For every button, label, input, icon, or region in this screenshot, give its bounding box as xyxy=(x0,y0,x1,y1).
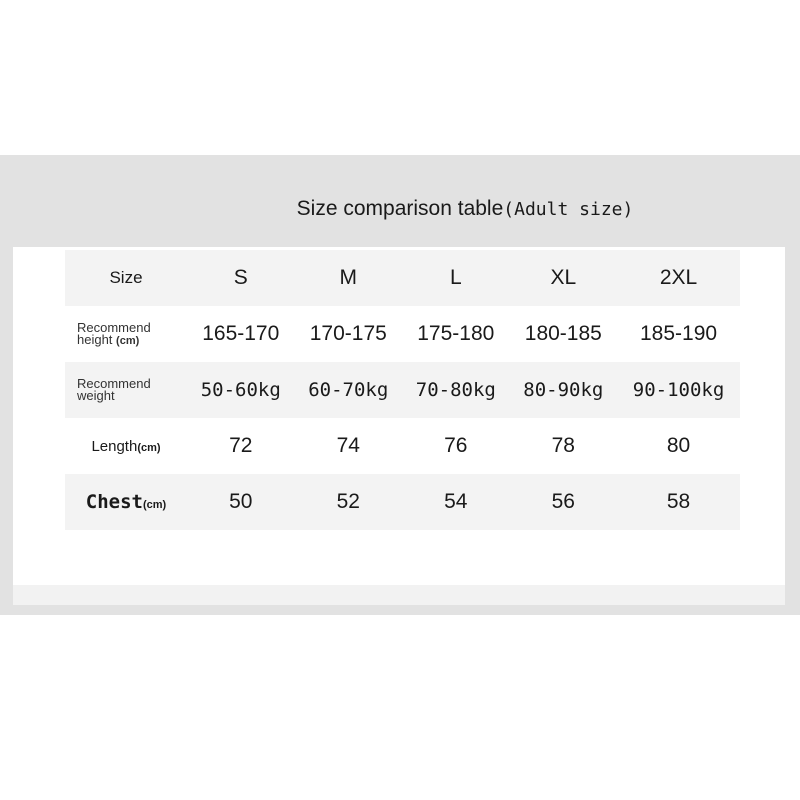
cell: 165-170 xyxy=(202,322,280,345)
size-2xl: 2XL xyxy=(659,266,698,289)
table-panel xyxy=(13,247,785,605)
row-label-line1: Recommend xyxy=(77,376,151,391)
header-label: Size xyxy=(109,268,143,287)
cell: 90-100kg xyxy=(632,379,725,401)
row-label-line2: weight xyxy=(77,388,115,403)
cell: 70-80kg xyxy=(415,379,496,401)
row-label-text: Chest xyxy=(85,491,143,513)
row-label: Length(cm) xyxy=(65,418,187,474)
cell: 185-190 xyxy=(639,322,718,345)
cell: 180-185 xyxy=(524,322,602,345)
title-subtitle: (Adult size) xyxy=(503,199,634,220)
table-row: Recommend height (cm) 165-170 170-175 175… xyxy=(65,306,740,362)
cell: 72 xyxy=(229,434,253,457)
table-row: Chest(cm) 50 52 54 56 58 xyxy=(65,474,740,530)
table-row: Recommend weight 50-60kg 60-70kg 70-80kg … xyxy=(65,362,740,418)
row-label-line2: height xyxy=(77,331,113,347)
table-row: Length(cm) 72 74 76 78 80 xyxy=(65,418,740,474)
row-label-line1: Recommend xyxy=(77,319,151,335)
panel-footer xyxy=(13,585,785,605)
unit: (cm) xyxy=(137,441,161,454)
cell: 54 xyxy=(444,490,468,513)
size-m: M xyxy=(339,266,358,289)
row-label: Recommend weight xyxy=(65,362,187,418)
size-l: L xyxy=(449,266,462,289)
row-label: Recommend height (cm) xyxy=(65,306,187,362)
cell: 78 xyxy=(551,434,575,457)
cell: 58 xyxy=(666,490,691,513)
row-label-text: Length xyxy=(91,437,138,455)
chart-title: Size comparison table(Adult size) xyxy=(0,197,800,221)
size-s: S xyxy=(233,266,248,289)
cell: 52 xyxy=(336,490,360,513)
cell: 80-90kg xyxy=(523,379,604,401)
cell: 56 xyxy=(551,490,575,513)
cell: 80 xyxy=(666,434,691,457)
unit: (cm) xyxy=(142,499,167,511)
size-table: Size S M L XL 2XL Recommend height (cm) 1… xyxy=(65,250,740,530)
title-text: Size comparison table xyxy=(296,197,504,220)
cell: 60-70kg xyxy=(308,379,389,401)
size-xl: XL xyxy=(550,266,577,289)
row-label: Chest(cm) xyxy=(65,474,187,530)
cell: 170-175 xyxy=(309,322,387,345)
cell: 50-60kg xyxy=(200,379,281,401)
cell: 175-180 xyxy=(417,322,495,345)
unit: (cm) xyxy=(116,334,140,347)
cell: 76 xyxy=(444,434,468,457)
cell: 50 xyxy=(229,490,253,513)
cell: 74 xyxy=(336,434,360,457)
header-row: Size S M L XL 2XL xyxy=(65,250,740,306)
